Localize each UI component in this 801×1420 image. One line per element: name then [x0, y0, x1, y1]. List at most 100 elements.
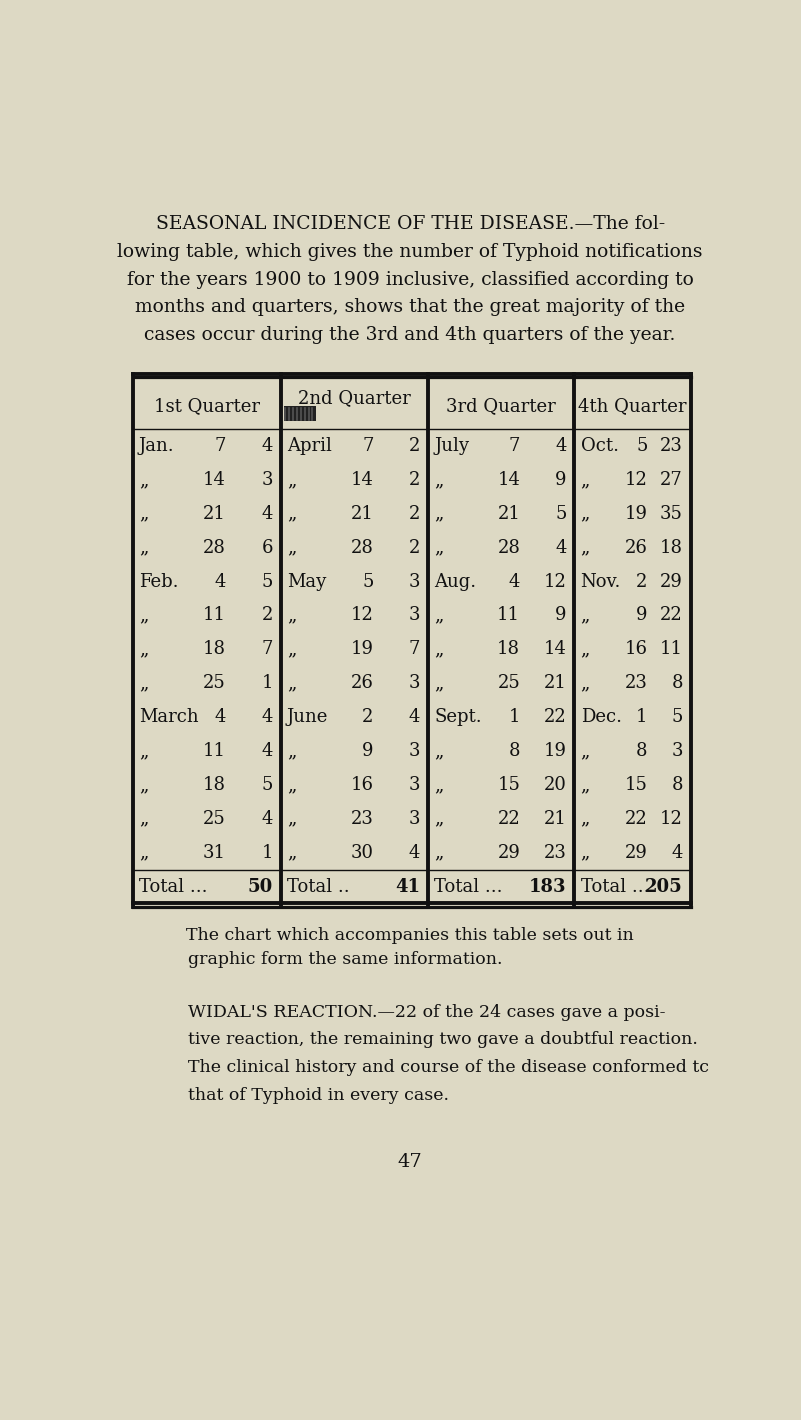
Text: 25: 25 — [497, 674, 520, 692]
Text: graphic form the same information.: graphic form the same information. — [187, 951, 502, 968]
Text: „: „ — [287, 674, 296, 692]
Text: 4: 4 — [215, 709, 226, 726]
Text: 4: 4 — [555, 437, 566, 454]
Text: 4: 4 — [215, 572, 226, 591]
Text: „: „ — [287, 809, 296, 828]
Text: 7: 7 — [409, 640, 421, 659]
Text: „: „ — [581, 775, 590, 794]
Text: „: „ — [581, 606, 590, 625]
Text: Total ...: Total ... — [581, 878, 649, 896]
Text: tive reaction, the remaining two gave a doubtful reaction.: tive reaction, the remaining two gave a … — [187, 1031, 698, 1048]
Text: 22: 22 — [625, 809, 648, 828]
Text: lowing table, which gives the number of Typhoid notifications: lowing table, which gives the number of … — [118, 243, 702, 261]
Text: 26: 26 — [625, 538, 648, 557]
Text: 22: 22 — [497, 809, 520, 828]
Text: 18: 18 — [203, 775, 226, 794]
Text: 4: 4 — [262, 709, 273, 726]
Text: „: „ — [581, 843, 590, 862]
Text: 8: 8 — [671, 674, 683, 692]
Text: 14: 14 — [203, 471, 226, 488]
Text: „: „ — [581, 674, 590, 692]
Text: „: „ — [434, 538, 444, 557]
Text: 3: 3 — [409, 572, 421, 591]
Text: „: „ — [139, 471, 148, 488]
Text: 23: 23 — [544, 843, 566, 862]
Text: „: „ — [434, 809, 444, 828]
Text: 4: 4 — [409, 709, 421, 726]
Text: 14: 14 — [544, 640, 566, 659]
Text: 4th Quarter: 4th Quarter — [578, 396, 686, 415]
Text: „: „ — [434, 506, 444, 523]
Text: 18: 18 — [497, 640, 520, 659]
Text: 41: 41 — [395, 878, 421, 896]
Text: 11: 11 — [497, 606, 520, 625]
Text: 12: 12 — [351, 606, 373, 625]
Text: May: May — [287, 572, 326, 591]
Text: „: „ — [287, 471, 296, 488]
Text: 2: 2 — [409, 471, 421, 488]
Text: „: „ — [139, 843, 148, 862]
Text: 11: 11 — [203, 743, 226, 760]
Text: Total ...: Total ... — [139, 878, 207, 896]
Text: 23: 23 — [660, 437, 683, 454]
Text: „: „ — [581, 506, 590, 523]
Text: „: „ — [287, 606, 296, 625]
Text: „: „ — [287, 640, 296, 659]
Text: „: „ — [434, 743, 444, 760]
Text: 9: 9 — [362, 743, 373, 760]
Text: Feb.: Feb. — [139, 572, 179, 591]
Text: 23: 23 — [351, 809, 373, 828]
Text: 6: 6 — [261, 538, 273, 557]
Text: „: „ — [434, 775, 444, 794]
Text: 18: 18 — [203, 640, 226, 659]
Text: 23: 23 — [625, 674, 648, 692]
Text: „: „ — [434, 674, 444, 692]
Text: „: „ — [581, 471, 590, 488]
Text: 7: 7 — [509, 437, 520, 454]
Text: „: „ — [287, 538, 296, 557]
Text: 29: 29 — [660, 572, 683, 591]
Text: 4: 4 — [509, 572, 520, 591]
Text: 2: 2 — [262, 606, 273, 625]
Text: „: „ — [139, 606, 148, 625]
Text: 3: 3 — [409, 809, 421, 828]
Text: 16: 16 — [625, 640, 648, 659]
Text: 27: 27 — [660, 471, 683, 488]
Text: 9: 9 — [555, 471, 566, 488]
Text: 28: 28 — [497, 538, 520, 557]
Text: 19: 19 — [544, 743, 566, 760]
Text: The chart which accompanies this table sets out in: The chart which accompanies this table s… — [187, 926, 634, 943]
Bar — [284, 406, 316, 422]
Text: 35: 35 — [660, 506, 683, 523]
Text: 29: 29 — [625, 843, 648, 862]
Text: 21: 21 — [544, 809, 566, 828]
Text: 12: 12 — [660, 809, 683, 828]
Text: 1: 1 — [636, 709, 648, 726]
Text: „: „ — [287, 843, 296, 862]
Text: 3rd Quarter: 3rd Quarter — [446, 396, 556, 415]
Text: 22: 22 — [544, 709, 566, 726]
Text: 4: 4 — [671, 843, 683, 862]
Text: „: „ — [139, 775, 148, 794]
Text: 183: 183 — [529, 878, 566, 896]
Text: Nov.: Nov. — [581, 572, 621, 591]
Text: 8: 8 — [509, 743, 520, 760]
Text: Aug.: Aug. — [434, 572, 477, 591]
Text: 19: 19 — [351, 640, 373, 659]
Text: Total ..: Total .. — [287, 878, 349, 896]
Text: 28: 28 — [203, 538, 226, 557]
Text: 2: 2 — [362, 709, 373, 726]
Text: 11: 11 — [203, 606, 226, 625]
Text: 28: 28 — [351, 538, 373, 557]
Text: 1st Quarter: 1st Quarter — [154, 396, 260, 415]
Text: 5: 5 — [262, 572, 273, 591]
Text: 3: 3 — [409, 743, 421, 760]
Text: 21: 21 — [351, 506, 373, 523]
Text: „: „ — [287, 506, 296, 523]
Text: 7: 7 — [215, 437, 226, 454]
Text: „: „ — [139, 809, 148, 828]
Text: 11: 11 — [660, 640, 683, 659]
Text: „: „ — [139, 743, 148, 760]
Text: 4: 4 — [409, 843, 421, 862]
Text: „: „ — [581, 809, 590, 828]
